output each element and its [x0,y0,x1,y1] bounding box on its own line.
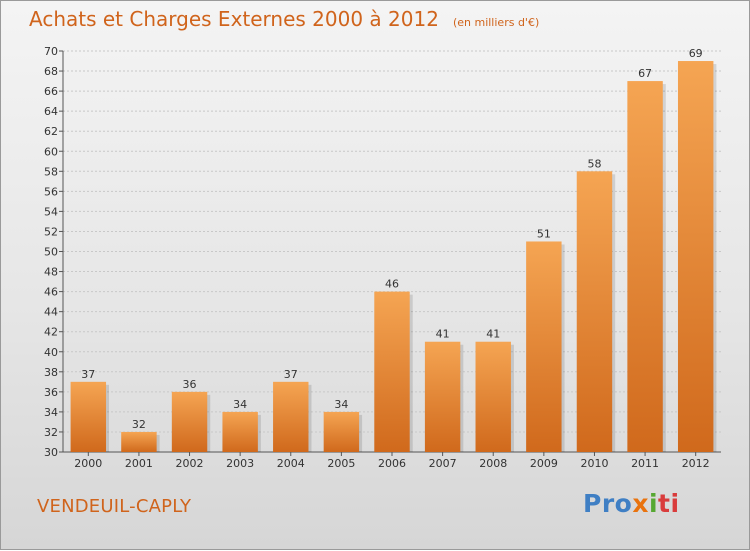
x-tick-label: 2004 [277,457,305,470]
x-tick-label: 2006 [378,457,406,470]
bar-value-label: 34 [233,398,247,411]
y-tick-label: 44 [44,306,58,319]
y-tick-label: 42 [44,326,58,339]
bar-value-label: 69 [689,47,703,60]
bar [475,341,511,452]
chart-title-unit: (en milliers d'€) [452,16,540,29]
y-tick-label: 70 [44,45,58,58]
bar-value-label: 36 [183,378,197,391]
y-tick-label: 56 [44,185,58,198]
y-tick-label: 46 [44,286,58,299]
bar [627,81,663,452]
y-tick-label: 50 [44,246,58,259]
bar-value-label: 41 [436,328,450,341]
logo-part-1: Pro [583,489,633,518]
x-tick-label: 2011 [631,457,659,470]
bar-value-label: 37 [284,368,298,381]
bar-value-label: 32 [132,418,146,431]
bar [222,411,258,452]
bar-value-label: 37 [81,368,95,381]
x-tick-label: 2002 [176,457,204,470]
x-tick-label: 2007 [429,457,457,470]
y-tick-label: 58 [44,165,58,178]
bar [576,171,613,453]
bar [70,381,107,452]
y-tick-label: 38 [44,366,58,379]
logo-part-4: ti [658,489,680,518]
y-tick-label: 48 [44,266,58,279]
proxiti-logo: Proxiti [583,489,680,518]
x-tick-label: 2010 [580,457,608,470]
bar [424,341,461,452]
bar [273,381,309,452]
bar [526,241,562,452]
x-tick-label: 2012 [682,457,710,470]
bar-value-label: 34 [334,398,348,411]
bar [374,291,410,452]
bar-value-label: 41 [486,328,500,341]
y-tick-label: 62 [44,125,58,138]
y-tick-label: 66 [44,85,58,98]
x-tick-label: 2000 [74,457,102,470]
logo-part-2: x [632,489,649,518]
y-tick-label: 36 [44,386,58,399]
bar [121,431,157,452]
y-tick-label: 68 [44,65,58,78]
y-tick-label: 30 [44,446,58,459]
town-name: VENDEUIL-CAPLY [37,496,192,517]
y-tick-label: 64 [44,105,58,118]
bar [677,61,714,453]
chart-title: Achats et Charges Externes 2000 à 2012 (e… [29,7,539,31]
x-tick-label: 2003 [226,457,254,470]
bar-value-label: 51 [537,227,551,240]
bar [171,391,208,452]
bar [323,411,360,452]
chart-title-main: Achats et Charges Externes 2000 à 2012 [29,7,439,31]
y-tick-label: 60 [44,145,58,158]
x-tick-label: 2008 [479,457,507,470]
bar-value-label: 46 [385,278,399,291]
logo-part-3: i [648,489,659,518]
bars: 37 32 36 34 37 34 46 41 41 51 58 67 69 [70,47,717,453]
x-tick-label: 2005 [327,457,355,470]
y-tick-label: 32 [44,426,58,439]
y-tick-label: 40 [44,346,58,359]
x-tick-label: 2001 [125,457,153,470]
y-tick-label: 52 [44,225,58,238]
x-tick-label: 2009 [530,457,558,470]
bar-value-label: 58 [587,157,601,170]
bar-value-label: 67 [638,67,652,80]
y-tick-label: 54 [44,205,58,218]
y-tick-label: 34 [44,406,58,419]
